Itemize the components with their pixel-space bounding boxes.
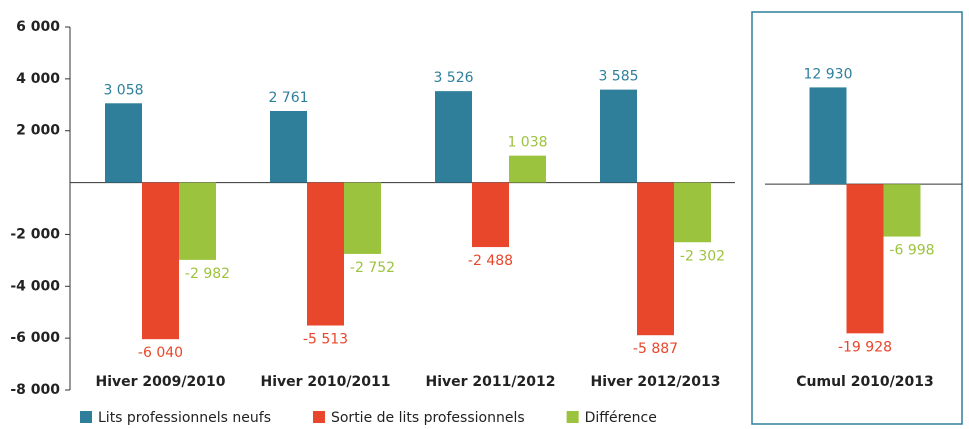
x-tick-label: Hiver 2009/2010	[96, 374, 226, 390]
legend-swatch	[80, 411, 92, 423]
value-label: -2 488	[468, 253, 513, 269]
value-label: -6 040	[138, 345, 183, 361]
value-label: -5 887	[633, 341, 678, 357]
value-label: 2 761	[268, 90, 308, 106]
y-tick-label: 4 000	[16, 71, 60, 87]
bar	[846, 184, 884, 334]
value-label: 3 058	[103, 82, 143, 98]
y-tick-label: -2 000	[10, 226, 60, 242]
legend-label: Sortie de lits professionnels	[331, 410, 525, 425]
value-label: 3 526	[433, 70, 473, 86]
y-tick-label: 6 000	[16, 19, 60, 35]
panel-frame	[751, 11, 963, 425]
value-label: 1 038	[507, 135, 547, 151]
bar	[307, 182, 344, 326]
legend-swatch	[566, 411, 579, 423]
x-tick-label: Hiver 2011/2012	[426, 374, 556, 390]
value-label: 3 585	[598, 69, 638, 85]
bar	[674, 182, 711, 243]
value-label: -5 513	[303, 332, 348, 348]
legend-label: Lits professionnels neufs	[98, 410, 271, 425]
y-tick-label: -6 000	[10, 330, 60, 346]
x-tick-label: Hiver 2012/2013	[591, 374, 721, 390]
bar	[270, 110, 307, 183]
value-label: -6 998	[889, 243, 934, 259]
value-label: -2 752	[350, 260, 395, 276]
value-label: -2 982	[185, 266, 230, 282]
legend-label: Différence	[585, 410, 657, 425]
bar	[509, 155, 546, 183]
bar	[600, 89, 637, 183]
bar	[637, 182, 674, 336]
x-tick-label: Hiver 2010/2011	[261, 374, 391, 390]
bar	[809, 87, 847, 185]
bar	[179, 182, 216, 260]
bar	[435, 91, 472, 183]
y-tick-label: 2 000	[16, 123, 60, 139]
bar	[142, 182, 179, 340]
bar	[883, 184, 921, 237]
bar	[344, 182, 381, 254]
legend-swatch	[312, 411, 325, 423]
value-label: 12 930	[804, 66, 853, 82]
value-label: -19 928	[838, 339, 892, 355]
value-label: -2 302	[680, 248, 725, 264]
y-tick-label: -4 000	[10, 278, 60, 294]
x-tick-label: Cumul 2010/2013	[796, 374, 934, 390]
bar	[472, 182, 509, 248]
y-tick-label: -8 000	[10, 382, 60, 398]
bar	[105, 103, 142, 183]
